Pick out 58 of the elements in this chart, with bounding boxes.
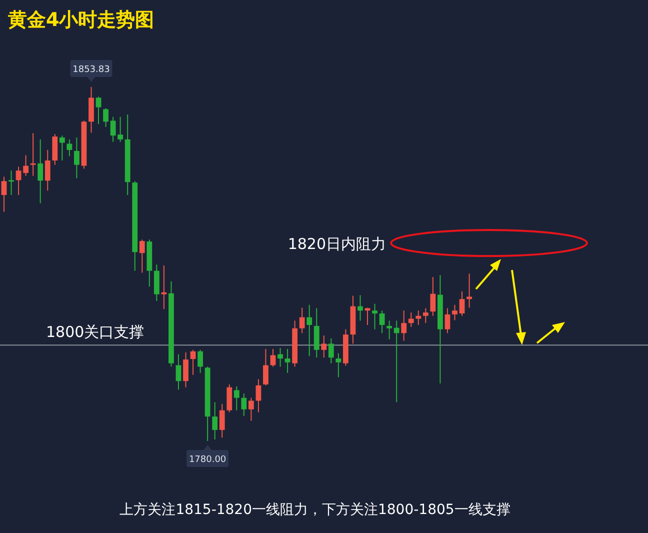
candlestick xyxy=(103,108,108,128)
candlestick xyxy=(23,154,29,176)
candlestick xyxy=(16,166,22,196)
candlestick xyxy=(379,310,385,334)
candlestick xyxy=(372,303,378,330)
candlestick xyxy=(408,312,414,328)
candlestick xyxy=(52,134,58,166)
candlestick xyxy=(314,308,320,358)
candlestick xyxy=(256,378,262,413)
candlestick xyxy=(66,138,72,157)
candlestick xyxy=(38,138,44,204)
candlestick xyxy=(466,273,472,308)
candlestick xyxy=(394,320,400,403)
candlestick xyxy=(190,349,196,376)
candlestick xyxy=(161,265,167,310)
candlestick xyxy=(176,354,182,390)
candlestick xyxy=(452,304,458,321)
candlestick xyxy=(30,132,36,176)
candlestick xyxy=(299,307,305,334)
candlestick xyxy=(284,348,290,374)
annotation: 1820日内阻力 xyxy=(288,235,386,253)
candlestick xyxy=(44,149,50,192)
ref-line-label: 1800关口支撑 xyxy=(46,323,144,342)
candlestick xyxy=(422,308,428,324)
candlestick xyxy=(364,307,370,326)
candlestick xyxy=(328,338,334,364)
candlestick xyxy=(401,310,407,342)
candlestick xyxy=(248,397,254,422)
candlestick xyxy=(59,135,65,162)
candlestick xyxy=(306,304,312,357)
candlestick xyxy=(212,402,218,440)
candlestick xyxy=(88,86,94,134)
annotation: 1780.00 xyxy=(188,455,226,465)
candlestick xyxy=(139,239,145,274)
candlestick xyxy=(430,276,436,316)
candlestick xyxy=(234,386,240,411)
candlestick xyxy=(278,347,283,368)
chart-title: 黄金4小时走势图 xyxy=(7,9,154,31)
candlestick xyxy=(183,352,188,388)
candlestick xyxy=(154,264,160,302)
candlestick xyxy=(386,320,392,340)
candlestick xyxy=(226,384,232,413)
candlestick xyxy=(459,290,465,316)
candlestick xyxy=(321,335,327,358)
candlestick xyxy=(263,348,268,386)
candlestick xyxy=(74,136,80,179)
text: 上方关注1815-1820一线阻力，下方关注1800-1805一线支撑 xyxy=(120,502,510,518)
candlestick xyxy=(198,349,203,374)
candlestick xyxy=(358,294,363,322)
candlestick xyxy=(270,348,276,368)
candlestick xyxy=(336,352,342,378)
candlestick xyxy=(219,404,225,438)
candlestick xyxy=(444,308,450,334)
annotation: 1853.83 xyxy=(72,65,110,75)
candlestick xyxy=(1,176,7,212)
candlestick xyxy=(96,96,102,125)
candlestick xyxy=(8,170,14,196)
candlestick xyxy=(241,393,247,417)
